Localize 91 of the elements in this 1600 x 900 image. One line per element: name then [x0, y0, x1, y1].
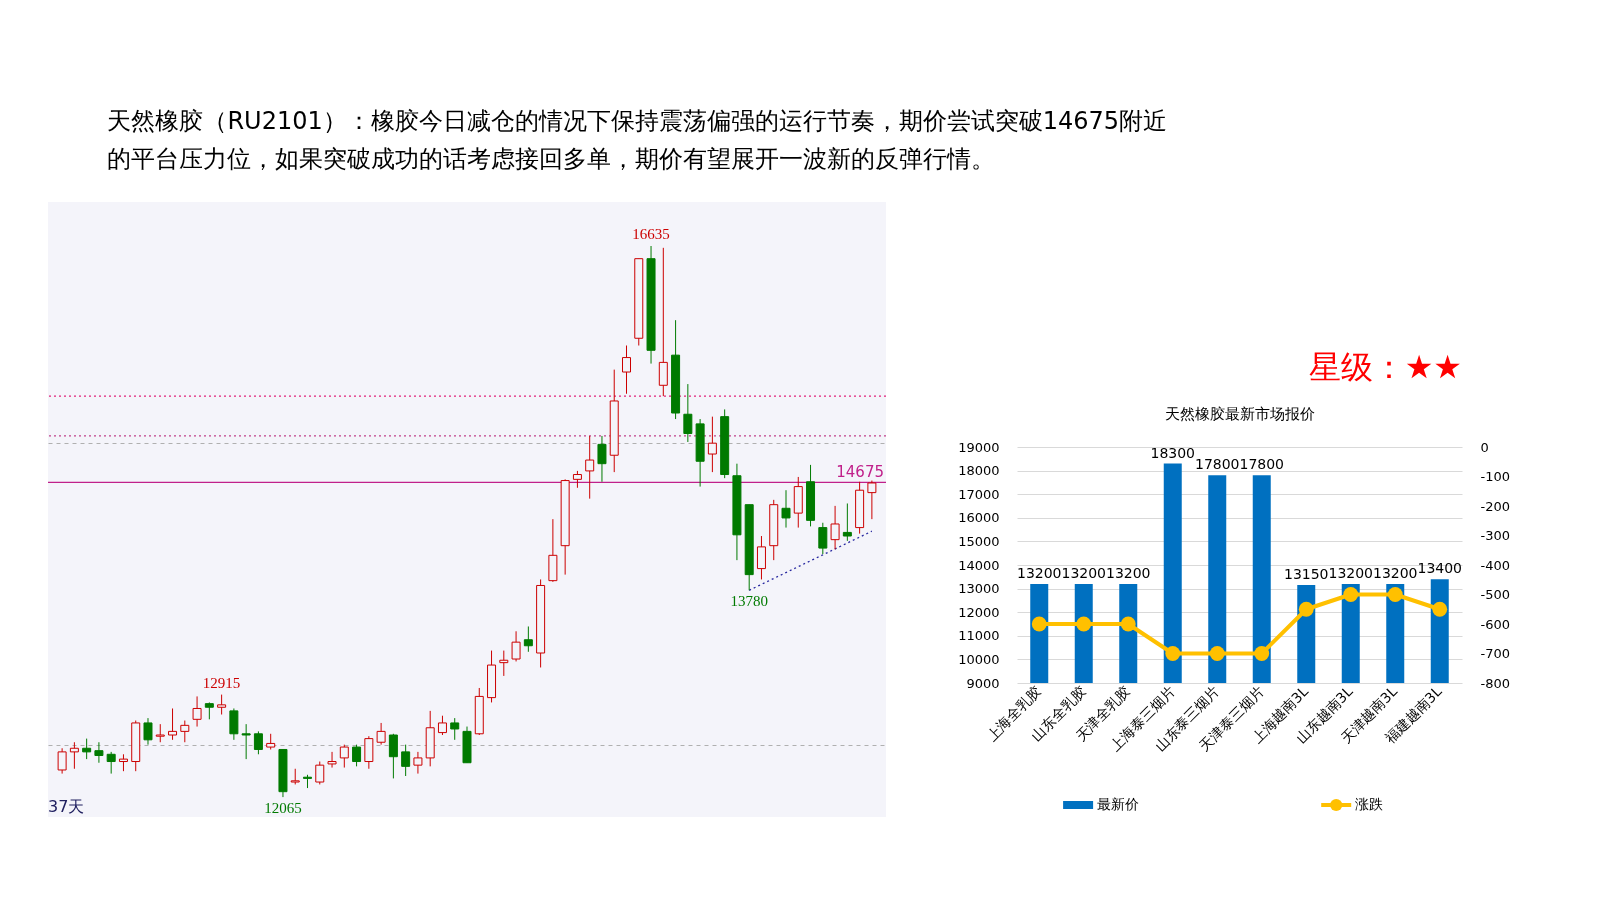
y2-tick-label: -700	[1480, 646, 1511, 661]
candlestick	[401, 744, 411, 777]
candlestick	[168, 707, 178, 741]
annotation: 16635	[632, 226, 670, 243]
candlestick	[82, 738, 92, 760]
candlestick	[364, 735, 374, 770]
point	[1209, 646, 1225, 661]
candlestick	[867, 480, 877, 520]
candlestick	[511, 630, 521, 662]
candlestick	[229, 707, 239, 741]
y-tick-label: 18000	[958, 463, 1000, 479]
candlestick	[597, 435, 607, 483]
legend-label: 涨跌	[1355, 796, 1384, 812]
candlestick	[241, 723, 251, 760]
data-label: 13200	[1105, 564, 1151, 581]
data-label: 13150	[1283, 566, 1329, 583]
candlestick	[69, 741, 79, 770]
point	[1165, 646, 1181, 661]
y-tick-label: 19000	[958, 439, 1000, 455]
candlestick	[339, 744, 349, 769]
data-label: 13400	[1417, 560, 1463, 577]
candlestick	[327, 751, 337, 769]
y-tick-label: 16000	[958, 510, 1000, 526]
candlestick	[57, 747, 67, 775]
y2-tick-label: -100	[1480, 469, 1511, 484]
y2-tick-label: -600	[1480, 616, 1511, 632]
candlestick	[450, 717, 460, 741]
data-label: 13200	[1061, 564, 1107, 581]
candlestick	[217, 694, 227, 715]
candlestick	[180, 720, 190, 743]
candlestick	[192, 695, 202, 728]
y-tick-label: 14000	[958, 557, 1000, 573]
candlestick	[781, 489, 791, 529]
y2-tick-label: -300	[1480, 528, 1511, 543]
point	[1254, 646, 1270, 661]
y2-tick-label: -400	[1480, 557, 1511, 573]
data-label: 17800	[1194, 456, 1240, 473]
candlestick	[622, 345, 631, 395]
candlestick	[376, 722, 386, 746]
chart-title: 天然橡胶最新市场报价	[1164, 405, 1315, 423]
point	[1387, 587, 1403, 602]
annotation: 37天	[48, 797, 85, 816]
data-label: 17800	[1239, 456, 1285, 473]
candlestick	[352, 744, 362, 767]
point	[1120, 616, 1136, 632]
annotation: 12915	[202, 674, 241, 691]
point	[1298, 601, 1314, 617]
y-tick-label: 12000	[958, 604, 1000, 620]
candlestick	[756, 535, 766, 580]
y-tick-label: 15000	[958, 533, 1000, 549]
y2-tick-label: -500	[1480, 587, 1511, 602]
chart-title: 天然橡胶（RU2101）：橡胶今日减仓的情况下保持震荡偏强的运行节奏，期价尝试突破14675附近的平台压力位，如果突破成功的话考虑接回多单，期价有望展开一波新的反弹行情。	[107, 107, 1168, 173]
point	[1031, 616, 1047, 632]
candlestick	[683, 383, 693, 443]
annotation: 12065	[264, 800, 302, 817]
candlestick	[842, 502, 852, 542]
y-tick-label: 13000	[958, 581, 1000, 597]
candlestick	[707, 416, 717, 473]
candlestick	[106, 751, 116, 775]
y-tick-label: 10000	[958, 651, 1000, 667]
candlestick	[388, 733, 398, 779]
candlestick	[818, 522, 828, 555]
candlestick	[830, 505, 840, 550]
candlestick	[315, 761, 325, 785]
candlestick	[143, 717, 153, 746]
data-label: 13200	[1372, 564, 1418, 581]
data-label: 18300	[1150, 444, 1196, 461]
candlestick	[413, 751, 423, 775]
y2-tick-label: 0	[1480, 439, 1489, 455]
candlestick	[437, 715, 447, 736]
point	[1076, 616, 1092, 632]
y2-tick-label: -200	[1480, 498, 1511, 514]
text: 星级：★★	[1308, 348, 1462, 386]
y2-tick-label: -800	[1480, 675, 1511, 691]
annotation: 13780	[730, 593, 768, 610]
candlestick	[658, 247, 668, 397]
ref-line-label: 14675	[836, 463, 884, 482]
candlestick	[155, 723, 165, 743]
point	[1432, 601, 1448, 617]
candlestick	[585, 435, 595, 500]
data-label: 13200	[1016, 564, 1062, 581]
point	[1343, 587, 1359, 602]
y-tick-label: 9000	[966, 675, 1000, 691]
y-tick-label: 11000	[958, 628, 1000, 644]
candlestick	[94, 741, 104, 764]
data-label: 13200	[1328, 564, 1374, 581]
legend-label: 最新价	[1097, 796, 1140, 812]
y-tick-label: 17000	[958, 486, 1000, 502]
candlestick	[253, 730, 263, 755]
candlestick	[499, 650, 509, 677]
candlestick	[523, 625, 533, 653]
